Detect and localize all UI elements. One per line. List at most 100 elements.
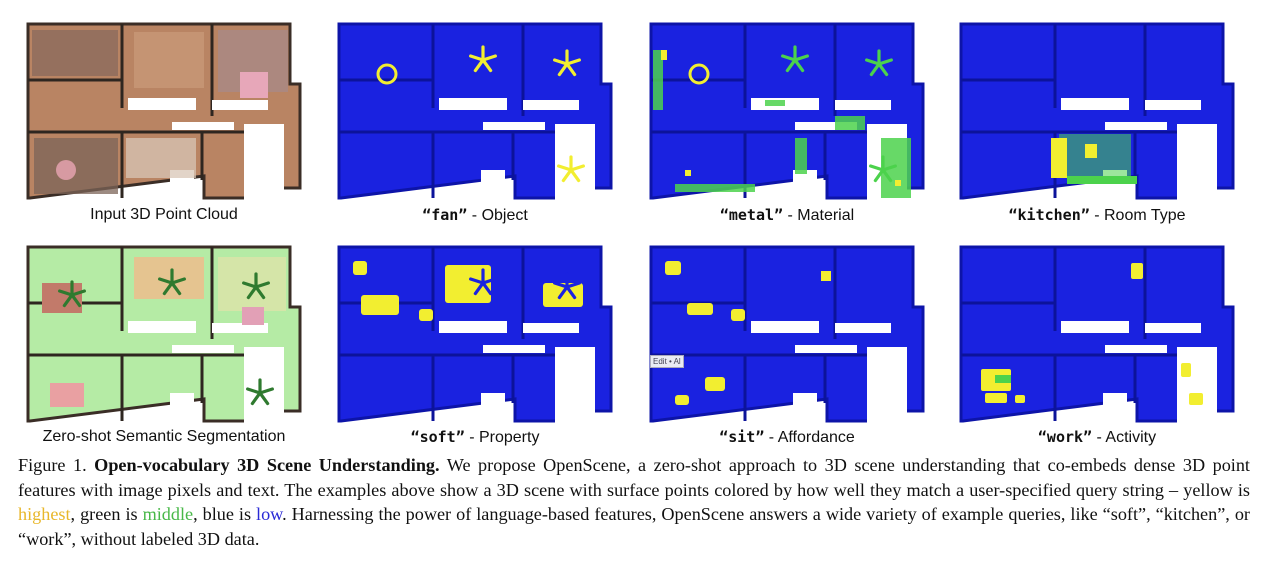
gap — [523, 323, 579, 333]
gap — [523, 100, 579, 110]
gap — [483, 122, 545, 130]
work-mark — [1131, 263, 1143, 279]
fan-mark — [258, 387, 274, 395]
fan-mark — [258, 391, 270, 406]
gap — [1145, 100, 1201, 110]
work-mark — [995, 375, 1011, 383]
gap — [481, 170, 505, 200]
gap — [172, 122, 234, 130]
metal-mark — [793, 54, 809, 62]
segment — [218, 257, 286, 311]
query-metal: “metal” — [719, 206, 784, 224]
fan-mark — [565, 62, 577, 77]
fan-mark — [170, 281, 182, 296]
metal-mark — [795, 138, 807, 174]
fan-mark — [162, 281, 174, 296]
soft-mark — [353, 261, 367, 275]
fan-mark — [250, 391, 262, 406]
room — [126, 138, 196, 178]
caption-input: Input 3D Point Cloud — [90, 206, 238, 223]
kitchen-mark — [1067, 176, 1137, 184]
caption-text-2: , green is — [70, 504, 143, 525]
gap — [1061, 98, 1129, 110]
fan-mark — [242, 281, 258, 289]
panel-kitchen-query — [955, 20, 1239, 204]
query-fan: “fan” — [422, 206, 468, 224]
gap — [481, 393, 505, 423]
kitchen-mark — [1085, 144, 1097, 158]
fan-mark — [553, 58, 569, 66]
segment — [242, 307, 264, 325]
metal-mark — [688, 63, 710, 85]
gap — [751, 321, 819, 333]
gap — [793, 393, 817, 423]
caption-sit: “sit” - Affordance — [637, 428, 937, 447]
caption-middle: middle — [142, 504, 194, 525]
work-mark — [1181, 363, 1191, 377]
panel-soft-query — [333, 243, 617, 427]
gap — [483, 345, 545, 353]
caption-highest: highest — [18, 504, 71, 525]
soft-mark — [361, 295, 399, 315]
fan-mark — [481, 54, 497, 62]
metal-mark — [781, 54, 797, 62]
fan-shadow — [481, 281, 493, 296]
floorplan-image — [26, 22, 302, 200]
edit-tooltip[interactable]: Edit • Al — [650, 355, 684, 368]
fan-mark — [557, 62, 569, 77]
gap — [212, 100, 268, 110]
metal-mark — [661, 50, 667, 60]
fan-mark — [469, 54, 485, 62]
gap — [439, 98, 507, 110]
fan-mark — [254, 285, 266, 300]
figure-caption: Figure 1. Open-vocabulary 3D Scene Under… — [18, 453, 1250, 551]
gap — [1177, 124, 1217, 200]
sit-mark — [675, 395, 689, 405]
caption-metal: “metal” - Material — [637, 206, 937, 225]
metal-mark — [653, 50, 663, 110]
fan-mark — [569, 168, 581, 183]
fan-mark — [170, 277, 186, 285]
sit-mark — [665, 261, 681, 275]
metal-mark — [785, 58, 797, 73]
metal-mark — [877, 62, 889, 77]
category-material: - Material — [783, 207, 855, 224]
sit-mark — [687, 303, 713, 315]
fan-mark — [557, 164, 573, 172]
gap — [172, 345, 234, 353]
gap — [793, 170, 817, 200]
floorplan-image — [26, 245, 302, 423]
fan-mark — [70, 293, 82, 308]
gap — [1061, 321, 1129, 333]
fan-shadow — [553, 281, 569, 289]
gap — [795, 122, 857, 130]
query-soft: “soft” — [410, 428, 465, 446]
fan-mark — [58, 289, 74, 297]
fan-mark — [473, 58, 485, 73]
sit-mark — [821, 271, 831, 281]
gap — [439, 321, 507, 333]
fan-mark — [254, 281, 270, 289]
floorplan-image — [959, 245, 1235, 423]
fan-mark — [246, 387, 262, 395]
gap — [835, 323, 891, 333]
fan-mark — [569, 164, 585, 172]
caption-seg: Zero-shot Semantic Segmentation — [42, 428, 286, 445]
gap — [170, 393, 194, 423]
query-kitchen: “kitchen” — [1008, 206, 1090, 224]
gap — [244, 347, 284, 423]
fan-shadow — [469, 277, 485, 285]
query-sit: “sit” — [719, 428, 765, 446]
category-affordance: - Affordance — [764, 429, 855, 446]
caption-low: low — [256, 504, 283, 525]
category-property: - Property — [464, 429, 540, 446]
gap — [795, 345, 857, 353]
metal-mark — [869, 62, 881, 77]
gap — [1105, 345, 1167, 353]
gap — [555, 124, 595, 200]
soft-mark — [419, 309, 433, 321]
sit-mark — [705, 377, 725, 391]
fan-mark — [376, 63, 398, 85]
caption-fan: “fan” - Object — [325, 206, 625, 225]
fan-mark — [565, 58, 581, 66]
